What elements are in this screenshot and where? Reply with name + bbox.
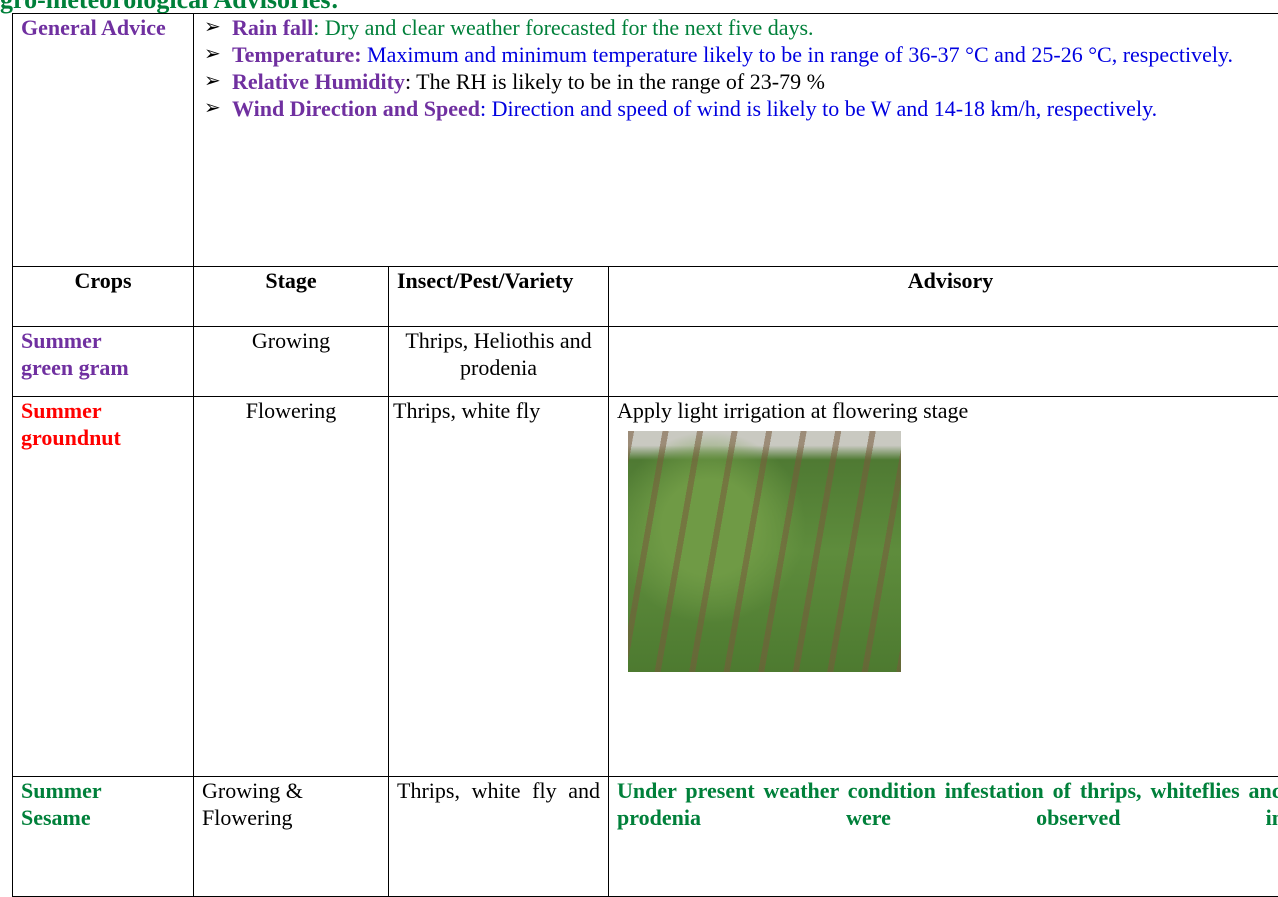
advisory-text: Apply light irrigation at flowering stag… xyxy=(617,397,1278,424)
advice-label: Temperature: xyxy=(232,42,362,67)
stage-cell: Growing xyxy=(194,327,389,397)
crop-name: Summer groundnut xyxy=(21,397,146,451)
column-header: Crops xyxy=(13,267,194,327)
crop-name: Summer green gram xyxy=(21,327,146,381)
stage-cell: Growing & Flowering xyxy=(194,777,389,897)
advice-item: Rain fall: Dry and clear weather forecas… xyxy=(202,14,1278,41)
crop-cell: Summer green gram xyxy=(13,327,194,397)
crop-cell: Summer groundnut xyxy=(13,397,194,777)
advice-text: : The RH is likely to be in the range of… xyxy=(405,69,825,94)
general-advice-label: General Advice xyxy=(13,14,194,267)
advisory-table: General Advice Rain fall: Dry and clear … xyxy=(12,13,1278,897)
stage-text: Growing & Flowering xyxy=(202,777,322,831)
column-header: Insect/Pest/Variety xyxy=(389,267,609,327)
page: gro-meteorological Advisories: General A… xyxy=(0,0,1278,869)
advisory-cell: Apply light irrigation at flowering stag… xyxy=(609,397,1278,777)
crop-cell: Summer Sesame xyxy=(13,777,194,897)
advice-label: Relative Humidity xyxy=(232,69,405,94)
pest-cell: Thrips, white fly and xyxy=(389,777,609,897)
pest-cell: Thrips, Heliothis and prodenia xyxy=(389,327,609,397)
column-header: Stage xyxy=(194,267,389,327)
stage-cell: Flowering xyxy=(194,397,389,777)
advice-item: Temperature: Maximum and minimum tempera… xyxy=(202,41,1278,68)
advice-label: Rain fall xyxy=(232,15,313,40)
advice-text: : Direction and speed of wind is likely … xyxy=(480,96,1157,121)
general-advice-cell: Rain fall: Dry and clear weather forecas… xyxy=(194,14,1278,267)
advice-label: Wind Direction and Speed xyxy=(232,96,480,121)
crop-name: Summer Sesame xyxy=(21,777,146,831)
advice-item: Relative Humidity: The RH is likely to b… xyxy=(202,68,1278,95)
page-title: gro-meteorological Advisories: xyxy=(0,0,339,13)
advisory-cell: Under present weather condition infestat… xyxy=(609,777,1278,897)
column-header: Advisory xyxy=(609,267,1278,327)
advice-text: : Dry and clear weather forecasted for t… xyxy=(313,15,813,40)
advice-list: Rain fall: Dry and clear weather forecas… xyxy=(202,14,1278,122)
advisory-cell xyxy=(609,327,1278,397)
advice-text: Maximum and minimum temperature likely t… xyxy=(362,42,1234,67)
field-photo xyxy=(628,431,901,672)
advice-item: Wind Direction and Speed: Direction and … xyxy=(202,95,1278,122)
pest-cell: Thrips, white fly xyxy=(389,397,609,777)
